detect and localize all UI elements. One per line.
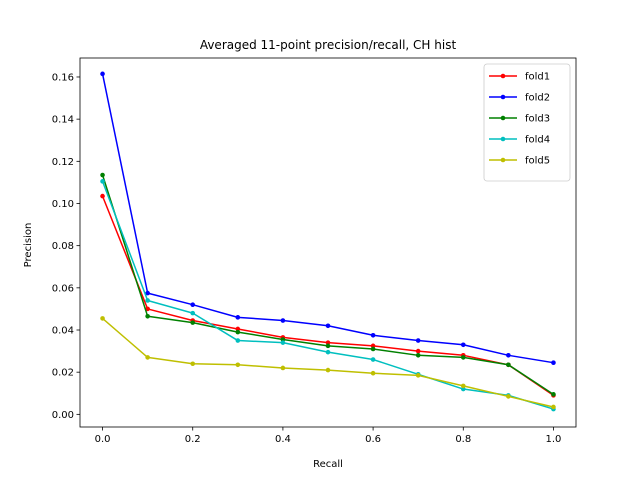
data-point-fold3 [100,172,105,178]
data-point-fold5 [190,361,196,367]
data-point-fold1 [145,306,150,312]
data-point-fold2 [325,323,331,329]
data-point-fold2 [460,342,466,348]
data-point-fold5 [370,370,376,376]
legend-label-fold1: fold1 [525,72,550,83]
data-point-fold2 [506,353,511,358]
data-point-fold4 [100,179,105,184]
data-point-fold2 [415,338,421,343]
x-tick-label: 0.4 [275,434,291,445]
legend-marker-fold1 [500,73,506,79]
data-point-fold3 [551,392,556,397]
legend-marker-fold3 [500,115,506,121]
data-point-fold2 [370,332,376,338]
data-point-fold1 [370,343,376,349]
y-tick-label: 0.04 [52,326,74,337]
x-tick-label: 0.6 [365,434,381,445]
data-point-fold4 [370,357,376,362]
data-point-fold4 [190,310,196,316]
legend: fold1 fold2 fold3 fold4 fold5 [483,63,571,182]
y-tick-label: 0.14 [52,115,74,126]
legend-label-fold5: fold5 [525,156,550,167]
data-point-fold4 [280,340,286,345]
chart-title: Averaged 11-point precision/recall, CH h… [200,38,457,52]
y-tick-label: 0.08 [52,241,74,252]
data-point-fold3 [460,355,466,360]
data-point-fold2 [235,315,241,320]
series-fold3 [100,172,556,397]
data-point-fold3 [145,314,150,319]
data-point-fold4 [325,349,331,355]
legend-marker-fold5 [500,157,506,163]
x-tick-label: 0.2 [185,434,201,445]
data-point-fold1 [100,193,105,199]
y-tick-label: 0.12 [52,157,74,168]
data-point-fold4 [235,338,241,343]
data-point-fold3 [370,346,376,352]
data-point-fold3 [190,320,196,325]
x-tick-label: 0.8 [455,434,471,445]
y-axis: 0.00 0.02 0.04 0.06 0.08 0.10 0.12 0.14 0.16 [52,72,80,421]
data-point-fold5 [280,365,286,371]
data-point-fold3 [280,337,286,342]
legend-box [483,63,571,182]
series-fold2 [100,71,556,365]
data-point-fold3 [415,353,421,358]
legend-marker-fold2 [500,94,506,100]
data-point-fold3 [235,329,241,335]
data-point-fold2 [551,360,556,365]
data-point-fold3 [506,362,511,368]
y-tick-label: 0.02 [52,368,74,379]
x-tick-label: 1.0 [546,434,562,445]
data-point-fold5 [460,383,466,389]
legend-label-fold2: fold2 [525,93,550,104]
y-tick-label: 0.10 [52,199,74,210]
data-point-fold5 [145,355,150,360]
data-point-fold5 [506,394,511,399]
x-tick-label: 0.0 [95,434,111,445]
legend-label-fold4: fold4 [525,135,550,146]
legend-label-fold3: fold3 [525,114,550,125]
data-point-fold1 [235,326,241,332]
y-tick-label: 0.16 [52,72,74,83]
legend-marker-fold4 [500,136,506,142]
data-point-fold2 [100,71,105,77]
data-point-fold5 [100,316,105,321]
y-tick-label: 0.06 [52,283,74,294]
data-point-fold2 [280,318,286,323]
data-point-fold1 [415,348,421,354]
data-point-fold3 [325,343,331,349]
x-axis: 0.0 0.2 0.4 0.6 0.8 1.0 [95,427,562,445]
x-axis-label: Recall [313,459,343,470]
data-point-fold2 [145,290,150,296]
series-layer [100,71,556,412]
data-point-fold4 [145,298,150,303]
data-point-fold5 [325,367,331,373]
data-point-fold4 [460,386,466,392]
data-point-fold5 [551,404,556,410]
series-fold5 [100,316,556,410]
data-point-fold1 [325,340,331,345]
data-point-fold5 [235,362,241,368]
y-tick-label: 0.00 [52,410,74,421]
data-point-fold5 [415,373,421,378]
y-axis-label: Precision [23,223,34,268]
data-point-fold2 [190,302,196,308]
